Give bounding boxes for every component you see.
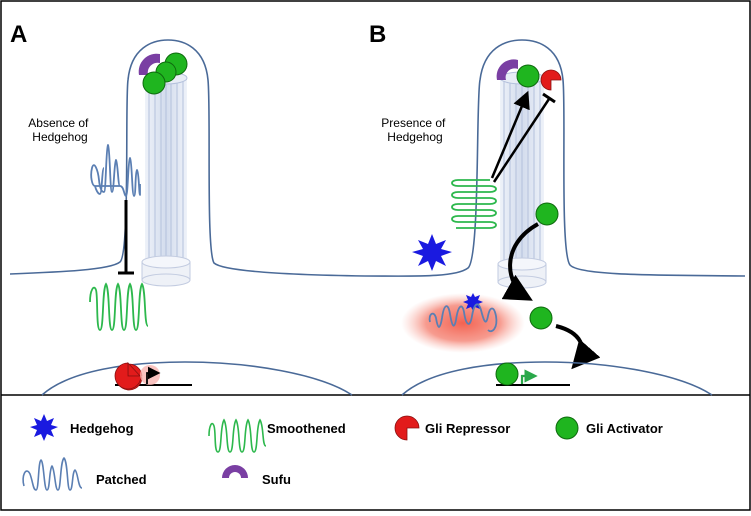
legend-gli-activator: Gli Activator	[555, 416, 663, 440]
patched-icon	[22, 457, 83, 491]
panel-b-gli-repressor	[540, 69, 562, 91]
legend-patched-label: Patched	[96, 472, 147, 487]
panel-a-nucleus	[41, 361, 353, 396]
hedgehog-icon	[30, 414, 58, 441]
legend-smoothened: Smoothened	[208, 418, 346, 453]
legend-smoothened-label: Smoothened	[267, 421, 346, 436]
panel-b-gli-activator-cytoplasm	[529, 306, 553, 330]
panel-b-gli-activator-moving	[535, 202, 559, 226]
sufu-icon	[222, 465, 248, 478]
panel-b-gli-activator	[516, 64, 540, 88]
legend-gli-repressor-label: Gli Repressor	[425, 421, 510, 436]
legend-patched: Patched	[22, 457, 147, 491]
legend: Hedgehog Smoothened Gli Repressor Gli Ac…	[22, 414, 663, 491]
panel-b-letter: B	[369, 21, 386, 48]
panel-a-gli-repressor-body	[114, 362, 142, 390]
panel-b: B Presence of Hedgehog	[364, 21, 746, 396]
panel-a-membrane	[9, 39, 366, 277]
panel-a-sufu	[138, 53, 160, 75]
panel-b-nucleus	[401, 361, 713, 396]
panel-b-transport-arrow-2	[555, 324, 601, 370]
panel-a-letter: A	[10, 21, 27, 48]
legend-sufu: Sufu	[222, 465, 291, 487]
panel-b-patched-glow	[401, 293, 525, 353]
panel-b-hedgehog-bound	[463, 293, 483, 311]
panel-a-blocked-promoter-arrow	[146, 366, 161, 384]
panel-b-gli-activator-nucleus	[495, 362, 519, 386]
legend-gli-activator-label: Gli Activator	[586, 421, 663, 436]
legend-gli-repressor: Gli Repressor	[394, 415, 510, 441]
panel-a-gli-activator	[142, 71, 166, 95]
legend-hedgehog-label: Hedgehog	[70, 421, 134, 436]
panel-b-smoothened	[451, 179, 497, 229]
legend-hedgehog: Hedgehog	[30, 414, 134, 441]
panel-b-sufu	[496, 59, 518, 80]
smoothened-icon	[208, 418, 267, 453]
panel-b-inhibition-line	[492, 98, 551, 183]
gli-repressor-icon	[394, 415, 420, 441]
panel-b-transcription-arrow	[520, 369, 538, 384]
panel-a-annotation: Absence of Hedgehog	[28, 116, 91, 144]
legend-sufu-label: Sufu	[262, 472, 291, 487]
panel-b-membrane	[364, 39, 746, 277]
panel-a-cilium	[141, 71, 191, 287]
panel-b-annotation: Presence of Hedgehog	[381, 116, 448, 144]
panel-b-patched	[428, 303, 498, 333]
panel-b-activation-arrow	[490, 90, 530, 179]
gli-activator-icon	[555, 416, 579, 440]
panel-b-hedgehog	[412, 234, 452, 271]
panel-b-transport-arrow-1	[501, 222, 539, 301]
panel-b-inhibition-bar	[542, 92, 556, 104]
panel-a-gli-repressor-shadow	[140, 365, 160, 385]
panel-a: A Absence of Hedgehog	[9, 21, 366, 396]
panel-a-patched	[90, 144, 141, 197]
panel-a-smoothened	[89, 282, 149, 331]
